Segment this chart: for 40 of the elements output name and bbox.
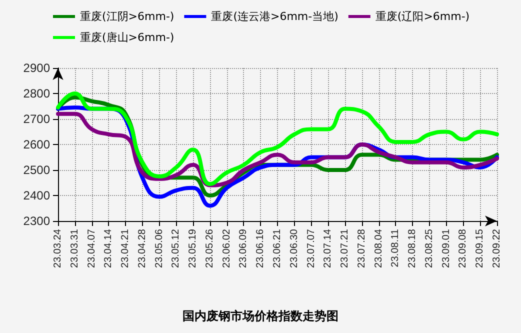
x-tick-label: 23.05.19 bbox=[188, 228, 199, 268]
y-tick-label: 2800 bbox=[23, 86, 50, 100]
x-tick-label: 23.09.01 bbox=[440, 228, 452, 268]
line-series bbox=[56, 112, 499, 188]
x-tick-label: 23.07.21 bbox=[340, 228, 351, 268]
x-tick-label: 23.07.07 bbox=[306, 228, 317, 268]
x-tick-label: 23.07.28 bbox=[356, 228, 368, 268]
x-tick-label: 23.06.09 bbox=[238, 228, 250, 268]
legend-label: 重废(连云港>6mm-当地) bbox=[211, 10, 338, 23]
legend-label: 重废(唐山>6mm-) bbox=[80, 31, 174, 44]
x-tick-label: 23.07.14 bbox=[322, 228, 334, 268]
x-tick-label: 23.04.28 bbox=[136, 228, 148, 268]
y-tick-label: 2400 bbox=[23, 188, 50, 202]
y-tick-label: 2500 bbox=[23, 163, 50, 177]
x-tick-label: 23.08.11 bbox=[390, 228, 402, 268]
x-tick-label: 23.09.22 bbox=[492, 228, 502, 268]
y-tick-label: 2700 bbox=[23, 112, 50, 126]
x-tick-label: 23.05.06 bbox=[154, 228, 165, 268]
x-tick-label: 23.08.18 bbox=[407, 228, 418, 268]
x-tick-label: 23.09.15 bbox=[474, 228, 486, 268]
x-tick-label: 23.05.12 bbox=[170, 228, 182, 268]
x-tick-label: 23.06.30 bbox=[288, 228, 300, 268]
x-tick-label: 23.08.04 bbox=[373, 228, 384, 268]
x-tick-label: 23.06.02 bbox=[221, 228, 232, 268]
text: 国内废钢市场价格指数走势图 bbox=[182, 309, 338, 323]
x-tick-label: 23.04.07 bbox=[86, 228, 98, 268]
x-tick-label: 23.03.31 bbox=[69, 228, 80, 268]
x-tick-label: 23.04.14 bbox=[103, 228, 114, 268]
x-tick-label: 23.06.21 bbox=[272, 228, 283, 268]
x-tick-label: 23.09.08 bbox=[458, 228, 469, 268]
x-tick-label: 23.05.26 bbox=[204, 228, 216, 268]
x-tick-label: 23.06.16 bbox=[255, 228, 266, 268]
y-tick-label: 2600 bbox=[23, 138, 50, 152]
x-tick-label: 23.04.21 bbox=[120, 228, 132, 268]
y-tick-label: 2300 bbox=[23, 214, 50, 228]
legend-label: 重废(辽阳>6mm-) bbox=[375, 10, 470, 23]
legend-label: 重废(江阴>6mm-) bbox=[80, 10, 174, 23]
x-tick-label: 23.08.25 bbox=[424, 228, 435, 268]
y-tick-label: 2900 bbox=[23, 61, 50, 75]
x-tick-label: 23.03.24 bbox=[52, 228, 64, 268]
